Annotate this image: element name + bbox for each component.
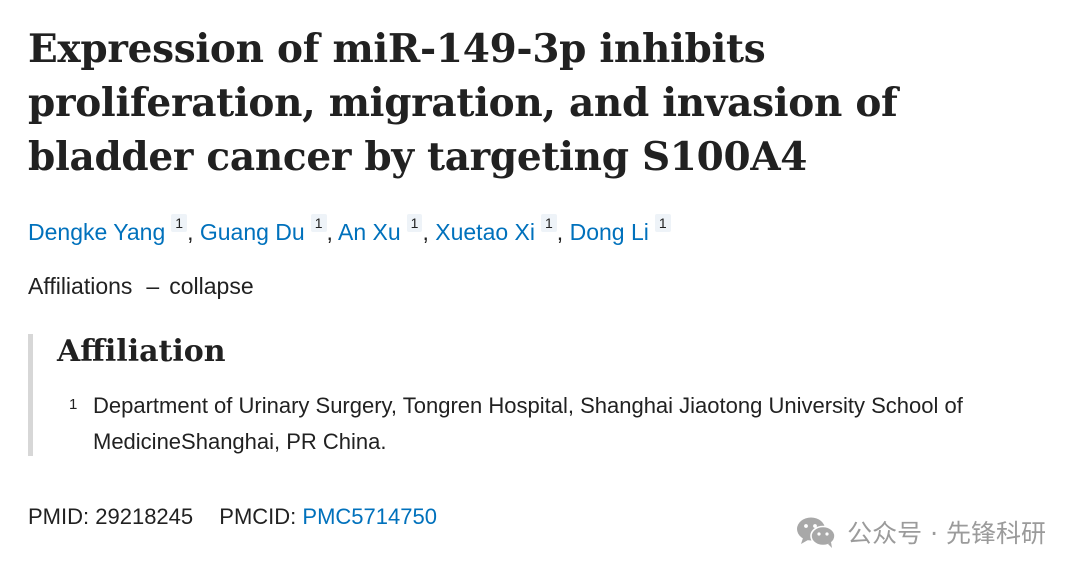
affiliation-panel: Affiliation 1 Department of Urinary Surg… xyxy=(28,334,1048,456)
toggle-dash-icon: – xyxy=(146,273,160,299)
author-link[interactable]: Guang Du xyxy=(199,219,305,245)
affiliation-badge[interactable]: 1 xyxy=(310,214,327,232)
affiliation-heading: Affiliation xyxy=(57,334,226,369)
collapse-button[interactable]: collapse xyxy=(169,273,254,299)
affiliation-badge[interactable]: 1 xyxy=(171,214,188,232)
watermark-text: 公众号 · 先锋科研 xyxy=(847,519,1046,548)
affiliations-label: Affiliations xyxy=(28,273,133,299)
author-separator: , xyxy=(326,219,339,245)
pmid-value: 29218245 xyxy=(95,504,194,529)
author-link[interactable]: Dengke Yang xyxy=(28,219,166,245)
author-separator: , xyxy=(187,219,200,245)
affiliation-number: 1 xyxy=(69,396,78,413)
pmcid-link[interactable]: PMC5714750 xyxy=(302,504,437,529)
watermark: 公众号 · 先锋科研 xyxy=(795,512,1046,552)
affiliations-toggle[interactable]: Affiliations – collapse xyxy=(28,268,254,304)
author-link[interactable]: An Xu xyxy=(338,219,401,245)
wechat-icon xyxy=(797,517,836,548)
article-title: Expression of miR-149-3p inhibits prolif… xyxy=(28,26,898,180)
author-separator: , xyxy=(422,219,436,245)
affiliation-badge[interactable]: 1 xyxy=(654,214,671,232)
author-separator: , xyxy=(556,219,570,245)
pmcid-label: PMCID: xyxy=(219,504,297,529)
affiliation-badge[interactable]: 1 xyxy=(541,214,557,232)
author-link[interactable]: Xuetao Xi xyxy=(435,219,535,245)
author-link[interactable]: Dong Li xyxy=(569,219,649,245)
author-list: Dengke Yang 1, Guang Du 1, An Xu 1, Xuetao … xyxy=(28,214,671,250)
affiliation-badge[interactable]: 1 xyxy=(406,214,423,232)
article-ids: PMID: 29218245 PMCID: PMC5714750 xyxy=(28,499,437,535)
affiliation-text: Department of Urinary Surgery, Tongren H… xyxy=(93,393,963,454)
pmid-label: PMID: xyxy=(28,504,90,529)
